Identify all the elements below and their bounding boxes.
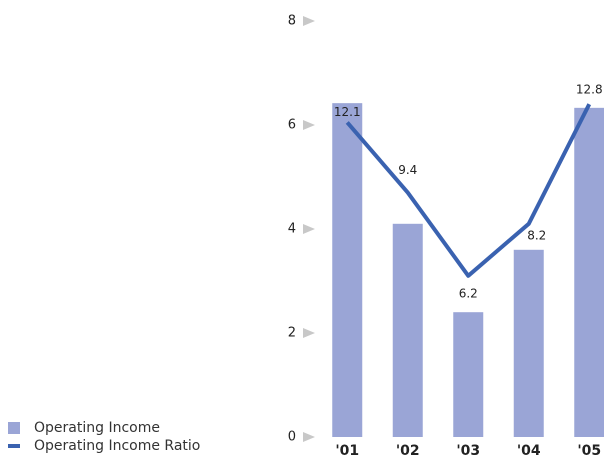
data-label: 8.2 xyxy=(527,228,546,242)
legend-swatch xyxy=(8,444,20,448)
y-tick-label: 8 xyxy=(288,14,296,29)
x-tick-label: '04 xyxy=(517,443,541,459)
tick-mark xyxy=(303,328,315,338)
y-tick-label: 2 xyxy=(288,326,296,341)
legend-swatch xyxy=(8,422,20,434)
bar xyxy=(332,103,363,437)
x-tick-label: '05 xyxy=(577,443,601,459)
tick-mark xyxy=(303,224,315,234)
data-label: 9.4 xyxy=(398,163,417,177)
bar xyxy=(392,223,423,437)
x-tick-label: '01 xyxy=(335,443,359,459)
y-tick-label: 4 xyxy=(288,222,296,237)
y-tick-label: 0 xyxy=(288,430,296,445)
legend-label: Operating Income Ratio xyxy=(34,438,200,454)
bar xyxy=(574,107,604,437)
y-tick-label: 6 xyxy=(288,118,296,133)
data-label: 12.1 xyxy=(334,105,361,119)
line xyxy=(345,103,592,278)
data-label: 6.2 xyxy=(459,286,478,300)
tick-mark xyxy=(303,16,315,26)
legend-label: Operating Income xyxy=(34,420,160,436)
bar xyxy=(513,249,544,437)
data-label: 12.8 xyxy=(576,83,603,97)
tick-mark xyxy=(303,120,315,130)
bar xyxy=(453,312,484,437)
tick-mark xyxy=(303,432,315,442)
x-tick-label: '03 xyxy=(456,443,480,459)
x-tick-label: '02 xyxy=(396,443,420,459)
